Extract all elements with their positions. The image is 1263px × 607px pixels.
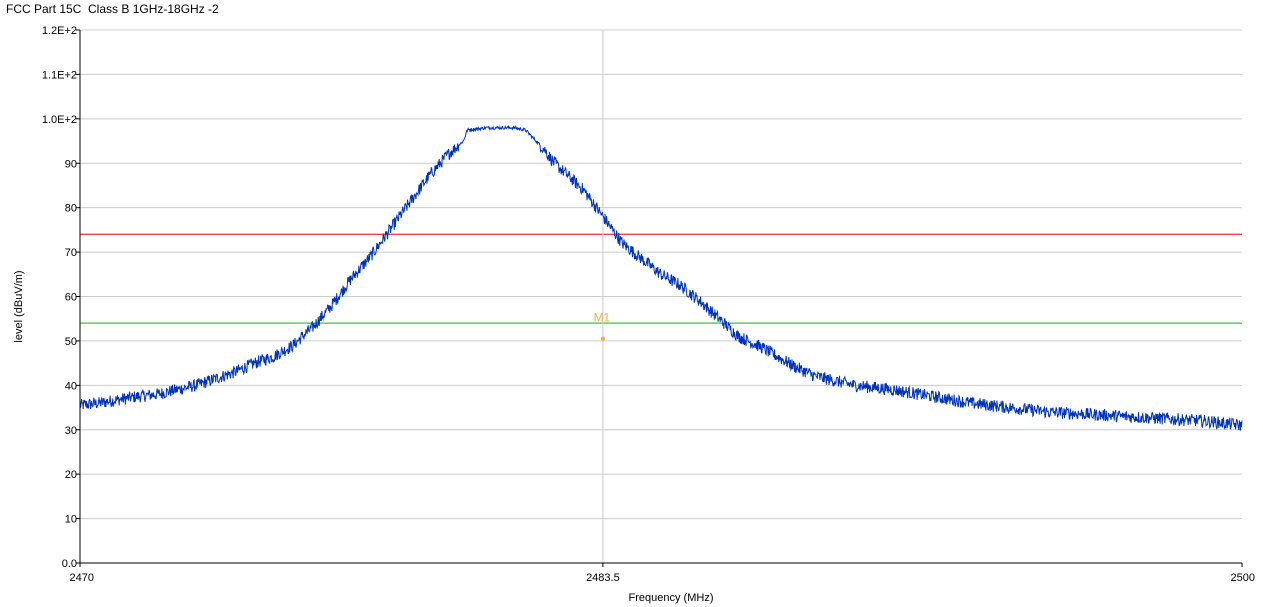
- y-tick-label: 90: [65, 158, 77, 170]
- x-tick-label: 2500: [1231, 572, 1255, 584]
- chart-title: FCC Part 15C Class B 1GHz-18GHz -2: [6, 2, 219, 16]
- y-tick-label: 1.0E+2: [42, 114, 77, 126]
- limit-lines: [80, 233, 1242, 324]
- y-tick-label: 10: [65, 514, 77, 526]
- y-tick-label: 1.1E+2: [42, 69, 77, 81]
- measurement-trace: [79, 124, 1243, 431]
- x-tick-labels: 2470 2483.5 2500: [70, 572, 1255, 584]
- marker-dot[interactable]: [600, 336, 606, 341]
- y-tick-label: 40: [65, 380, 77, 392]
- y-tick-label: 70: [65, 247, 77, 259]
- y-tick-label: 30: [65, 425, 77, 437]
- y-tick-label: 80: [65, 203, 77, 215]
- y-tick-label: 60: [65, 292, 77, 304]
- y-tick-label: 0.0: [62, 558, 77, 570]
- x-tick-label: 2483.5: [586, 572, 620, 584]
- axes: [79, 30, 1242, 564]
- x-tick-label: 2470: [70, 572, 94, 584]
- x-axis-label: Frequency (MHz): [629, 592, 714, 604]
- y-tick-label: 20: [65, 469, 77, 481]
- y-tick-label: 1.2E+2: [42, 25, 77, 37]
- y-tick-label: 50: [65, 336, 77, 348]
- marker-label: M1: [594, 311, 611, 325]
- markers[interactable]: M1: [594, 311, 611, 341]
- y-axis-label: level (dBuV/m): [13, 270, 25, 342]
- y-tick-labels: 0.0 10 20 30 40 50 60 70 80 90 1.0E+2 1.1E+2 1.2E+2: [42, 25, 77, 570]
